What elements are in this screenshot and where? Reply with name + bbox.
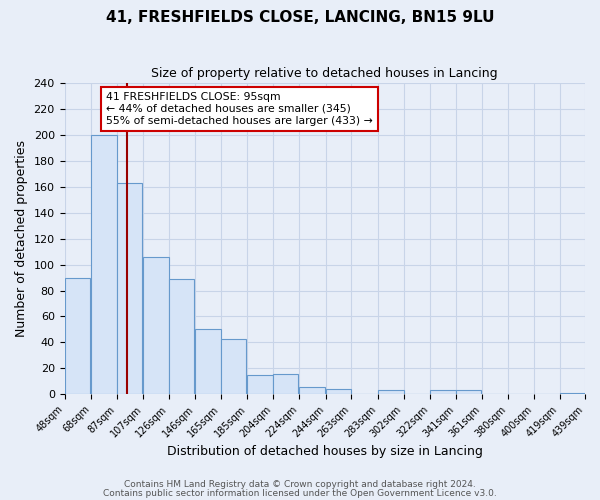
Bar	[326, 389, 352, 394]
Text: 41 FRESHFIELDS CLOSE: 95sqm
← 44% of detached houses are smaller (345)
55% of se: 41 FRESHFIELDS CLOSE: 95sqm ← 44% of det…	[106, 92, 373, 126]
Bar	[169, 279, 194, 394]
Bar	[378, 390, 404, 394]
Bar	[299, 386, 325, 394]
Y-axis label: Number of detached properties: Number of detached properties	[15, 140, 28, 337]
Text: Contains HM Land Registry data © Crown copyright and database right 2024.: Contains HM Land Registry data © Crown c…	[124, 480, 476, 489]
Bar	[455, 390, 481, 394]
Bar	[247, 375, 273, 394]
Bar	[560, 393, 585, 394]
Bar	[143, 257, 169, 394]
Title: Size of property relative to detached houses in Lancing: Size of property relative to detached ho…	[151, 68, 498, 80]
X-axis label: Distribution of detached houses by size in Lancing: Distribution of detached houses by size …	[167, 444, 483, 458]
Text: Contains public sector information licensed under the Open Government Licence v3: Contains public sector information licen…	[103, 490, 497, 498]
Bar	[65, 278, 90, 394]
Bar	[221, 338, 246, 394]
Text: 41, FRESHFIELDS CLOSE, LANCING, BN15 9LU: 41, FRESHFIELDS CLOSE, LANCING, BN15 9LU	[106, 10, 494, 25]
Bar	[196, 330, 221, 394]
Bar	[91, 135, 116, 394]
Bar	[430, 390, 455, 394]
Bar	[116, 183, 142, 394]
Bar	[273, 374, 298, 394]
